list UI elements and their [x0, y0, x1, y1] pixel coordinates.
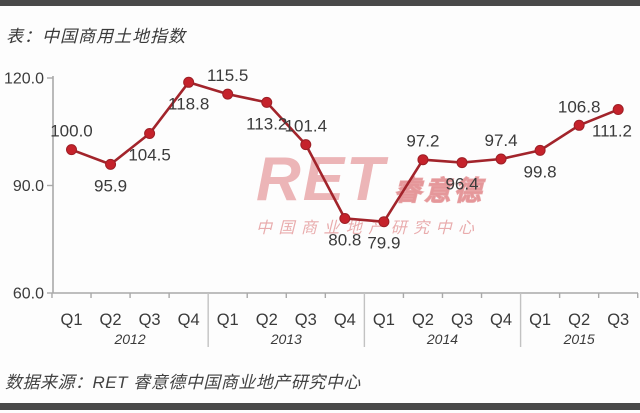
- data-point: [144, 128, 156, 140]
- data-point: [573, 119, 585, 131]
- data-point-label: 111.2: [592, 122, 632, 141]
- data-point: [534, 144, 546, 156]
- top-border-bar: [0, 0, 640, 6]
- data-point: [417, 154, 429, 166]
- y-tick-label: 120.0: [4, 71, 44, 88]
- bottom-border-bar: [0, 403, 640, 410]
- data-point-label: 79.9: [367, 234, 400, 253]
- data-point-label: 95.9: [94, 176, 127, 195]
- quarter-label: Q4: [490, 311, 512, 329]
- y-tick-label: 60.0: [13, 286, 44, 303]
- quarter-label: Q2: [100, 311, 122, 329]
- quarter-label: Q1: [60, 311, 82, 329]
- quarter-label: Q1: [529, 311, 551, 329]
- data-point-label: 97.2: [406, 132, 439, 151]
- data-point: [378, 216, 390, 228]
- y-tick-label: 90.0: [13, 178, 44, 195]
- data-point-label: 80.8: [328, 230, 361, 249]
- quarter-label: Q2: [568, 311, 590, 329]
- quarter-label: Q3: [295, 311, 317, 329]
- data-point-label: 97.4: [485, 131, 518, 150]
- quarter-label: Q3: [139, 311, 161, 329]
- data-point: [300, 139, 312, 151]
- quarter-label: Q1: [373, 311, 395, 329]
- data-point: [66, 144, 77, 156]
- data-point-label: 106.8: [558, 97, 601, 116]
- data-source-note: 数据来源：RET 睿意德中国商业地产研究中心: [5, 373, 361, 392]
- data-point: [495, 153, 507, 165]
- data-point-label: 113.2: [246, 114, 287, 133]
- quarter-label: Q3: [451, 311, 473, 329]
- data-point-label: 99.8: [524, 162, 557, 181]
- quarter-label: Q4: [334, 311, 356, 329]
- year-label: 2012: [113, 331, 145, 347]
- year-label: 2015: [563, 331, 595, 347]
- quarter-label: Q2: [412, 311, 434, 329]
- quarter-label: Q4: [178, 311, 200, 329]
- data-point-label: 118.8: [168, 94, 209, 113]
- data-point: [222, 88, 234, 100]
- chart-title: 表：中国商用土地指数: [6, 27, 186, 46]
- quarter-label: Q2: [256, 311, 278, 329]
- year-label: 2014: [426, 331, 458, 347]
- data-point: [105, 158, 117, 170]
- data-point-label: 104.5: [128, 146, 171, 165]
- data-point-label: 101.4: [285, 117, 328, 136]
- data-point: [612, 104, 624, 116]
- quarter-label: Q3: [607, 311, 629, 329]
- data-point-label: 100.0: [50, 122, 93, 141]
- year-label: 2013: [270, 331, 302, 347]
- data-point-label: 115.5: [207, 66, 248, 85]
- data-point: [183, 76, 195, 88]
- data-point: [261, 96, 273, 108]
- data-point: [339, 212, 351, 224]
- data-point-label: 96.4: [445, 175, 478, 194]
- quarter-label: Q1: [217, 311, 239, 329]
- data-point: [456, 157, 468, 169]
